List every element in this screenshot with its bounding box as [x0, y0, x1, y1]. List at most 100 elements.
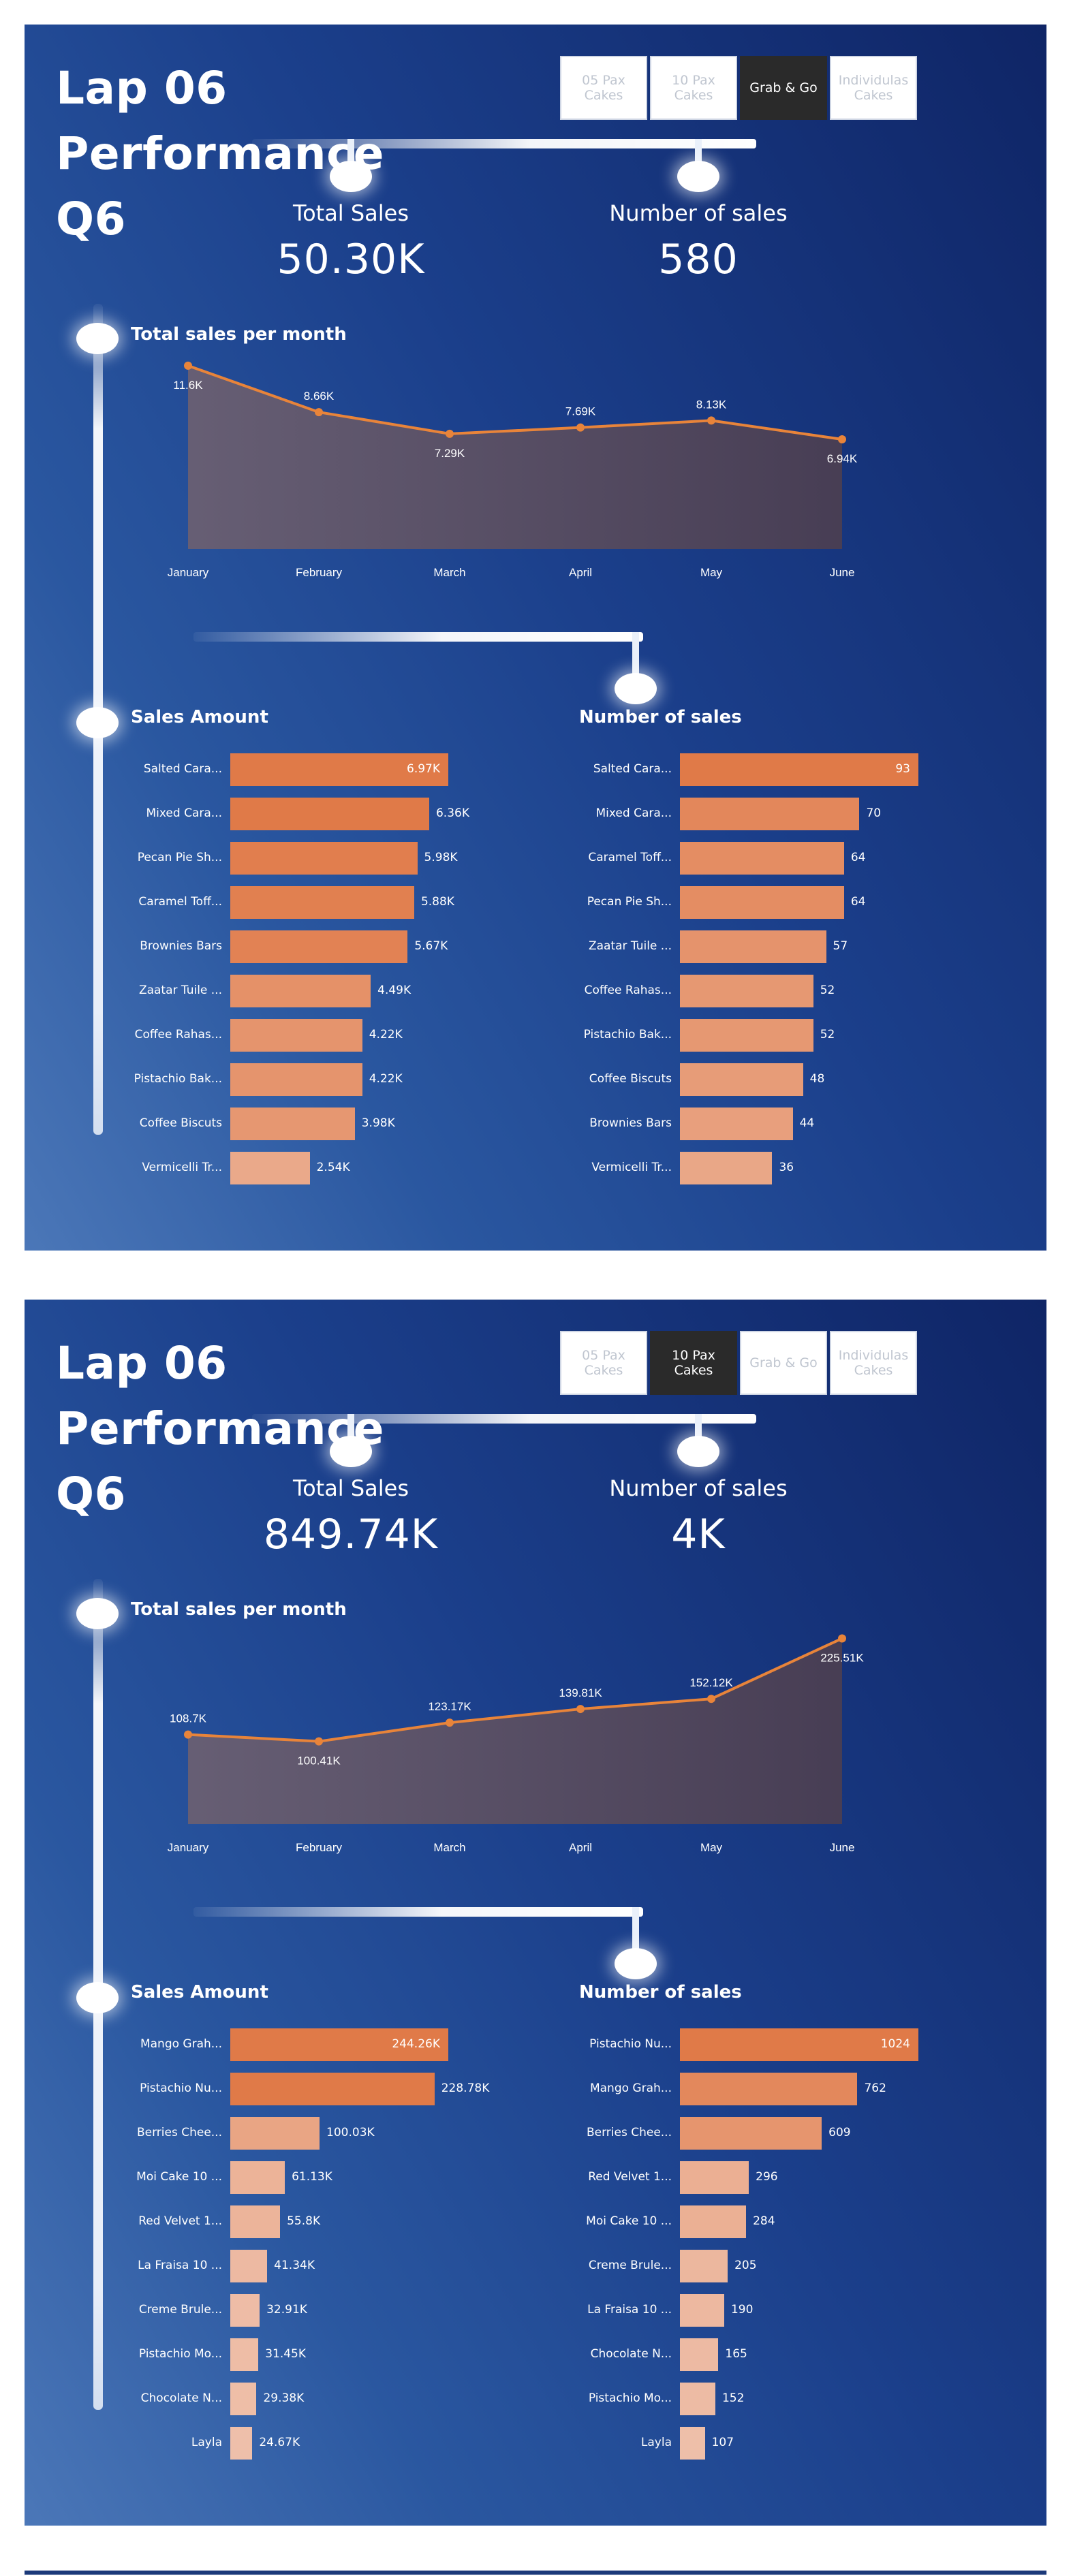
slicer-05-pax-cakes[interactable]: 05 Pax Cakes	[560, 56, 647, 120]
bar-category-label: Vermicelli Tr...	[591, 1161, 672, 1174]
bar[interactable]	[680, 975, 813, 1007]
category-slicer: 05 Pax Cakes 10 Pax Cakes Grab & Go Indi…	[560, 56, 920, 120]
bar-category-label: Mango Grah...	[140, 2037, 222, 2051]
bar[interactable]	[230, 886, 414, 919]
line-chart-node	[76, 323, 119, 354]
line-chart-title: Total sales per month	[131, 324, 347, 345]
data-point[interactable]	[184, 1730, 192, 1739]
x-tick-label: January	[168, 566, 209, 579]
bar[interactable]	[680, 2028, 918, 2061]
data-label: 7.69K	[565, 405, 596, 418]
bar[interactable]	[230, 2028, 448, 2061]
slicer-05-pax-cakes[interactable]: 05 Pax Cakes	[560, 1331, 647, 1395]
bar-value-label: 5.98K	[424, 851, 458, 864]
bars-node-right	[615, 1948, 657, 1979]
bar-value-label: 4.49K	[377, 984, 412, 997]
bar[interactable]	[230, 2250, 268, 2282]
x-tick-label: February	[296, 1841, 343, 1854]
bar[interactable]	[230, 2161, 285, 2194]
x-tick-label: March	[433, 1841, 465, 1854]
bar[interactable]	[680, 842, 844, 875]
bar[interactable]	[680, 2161, 749, 2194]
bar-value-label: 1024	[880, 2037, 910, 2051]
bar[interactable]	[230, 1152, 310, 1184]
bar[interactable]	[680, 1063, 803, 1096]
bar[interactable]	[230, 2205, 281, 2238]
data-point[interactable]	[446, 1718, 454, 1727]
number-of-sales-title: Number of sales	[579, 1982, 742, 2002]
bar-category-label: Pistachio Nu...	[140, 2082, 222, 2095]
bar[interactable]	[680, 753, 918, 786]
bar[interactable]	[230, 798, 429, 830]
bar[interactable]	[680, 2427, 705, 2460]
bar[interactable]	[680, 886, 844, 919]
bar[interactable]	[230, 2427, 253, 2460]
page-title: Lap 06 Performance Q6	[56, 56, 546, 252]
bar-value-label: 5.67K	[414, 939, 448, 953]
slicer-individulas-cakes[interactable]: Individulas Cakes	[830, 1331, 917, 1395]
bar-value-label: 284	[753, 2214, 775, 2228]
bar[interactable]	[230, 930, 408, 963]
bar[interactable]	[230, 2294, 260, 2327]
bar-value-label: 107	[711, 2436, 734, 2449]
bar[interactable]	[680, 2383, 715, 2415]
kpi-number-of-sales-value: 580	[658, 236, 739, 283]
x-tick-label: May	[700, 1841, 723, 1854]
bar[interactable]	[230, 1063, 362, 1096]
bar[interactable]	[230, 2073, 435, 2105]
bar-value-label: 205	[734, 2259, 757, 2272]
data-point[interactable]	[184, 361, 192, 370]
bar-category-label: Mango Grah...	[589, 2082, 672, 2095]
number-of-sales-title: Number of sales	[579, 707, 742, 727]
kpi-connector-line	[252, 1414, 756, 1424]
bar-category-label: Chocolate N...	[590, 2347, 672, 2361]
area-fill	[188, 365, 842, 549]
bar[interactable]	[680, 798, 860, 830]
slicer-individulas-cakes[interactable]: Individulas Cakes	[830, 56, 917, 120]
bar[interactable]	[680, 2117, 822, 2150]
data-point[interactable]	[446, 429, 454, 438]
data-point[interactable]	[838, 1634, 846, 1643]
bar[interactable]	[230, 975, 371, 1007]
bar[interactable]	[680, 2073, 858, 2105]
bar[interactable]	[680, 1108, 793, 1140]
bar[interactable]	[680, 2338, 719, 2371]
bar-value-label: 61.13K	[292, 2170, 332, 2184]
bar-value-label: 609	[828, 2126, 851, 2139]
bar[interactable]	[230, 2383, 257, 2415]
bar-category-label: Brownies Bars	[140, 939, 222, 953]
bar[interactable]	[680, 2250, 728, 2282]
bar-category-label: Vermicelli Tr...	[142, 1161, 222, 1174]
slicer-10-pax-cakes[interactable]: 10 Pax Cakes	[650, 1331, 737, 1395]
bar[interactable]	[680, 1152, 773, 1184]
slicer-grab-and-go[interactable]: Grab & Go	[740, 1331, 827, 1395]
data-point[interactable]	[576, 423, 585, 432]
data-point[interactable]	[707, 416, 715, 425]
data-point[interactable]	[315, 408, 323, 417]
bar[interactable]	[680, 1019, 813, 1052]
data-point[interactable]	[838, 435, 846, 443]
bar[interactable]	[680, 2205, 747, 2238]
bars-node-left	[76, 707, 119, 738]
bars-node-right	[615, 673, 657, 704]
data-point[interactable]	[707, 1695, 715, 1703]
bar[interactable]	[230, 2117, 320, 2150]
bar[interactable]	[680, 2294, 724, 2327]
bar[interactable]	[230, 1108, 355, 1140]
data-point[interactable]	[576, 1705, 585, 1714]
kpi-node-right	[677, 1436, 719, 1467]
x-tick-label: May	[700, 566, 723, 579]
bar[interactable]	[230, 842, 418, 875]
bar[interactable]	[680, 930, 826, 963]
dashboard-grab-and-go: Lap 06 Performance Q6 05 Pax Cakes 10 Pa…	[25, 25, 1046, 1251]
bar[interactable]	[230, 1019, 362, 1052]
bar[interactable]	[230, 753, 448, 786]
bar-category-label: Pistachio Mo...	[588, 2391, 672, 2405]
bar[interactable]	[230, 2338, 259, 2371]
bar-category-label: Coffee Rahas...	[584, 984, 672, 997]
bar-value-label: 41.34K	[274, 2259, 315, 2272]
slicer-10-pax-cakes[interactable]: 10 Pax Cakes	[650, 56, 737, 120]
data-point[interactable]	[315, 1737, 323, 1746]
slicer-grab-and-go[interactable]: Grab & Go	[740, 56, 827, 120]
